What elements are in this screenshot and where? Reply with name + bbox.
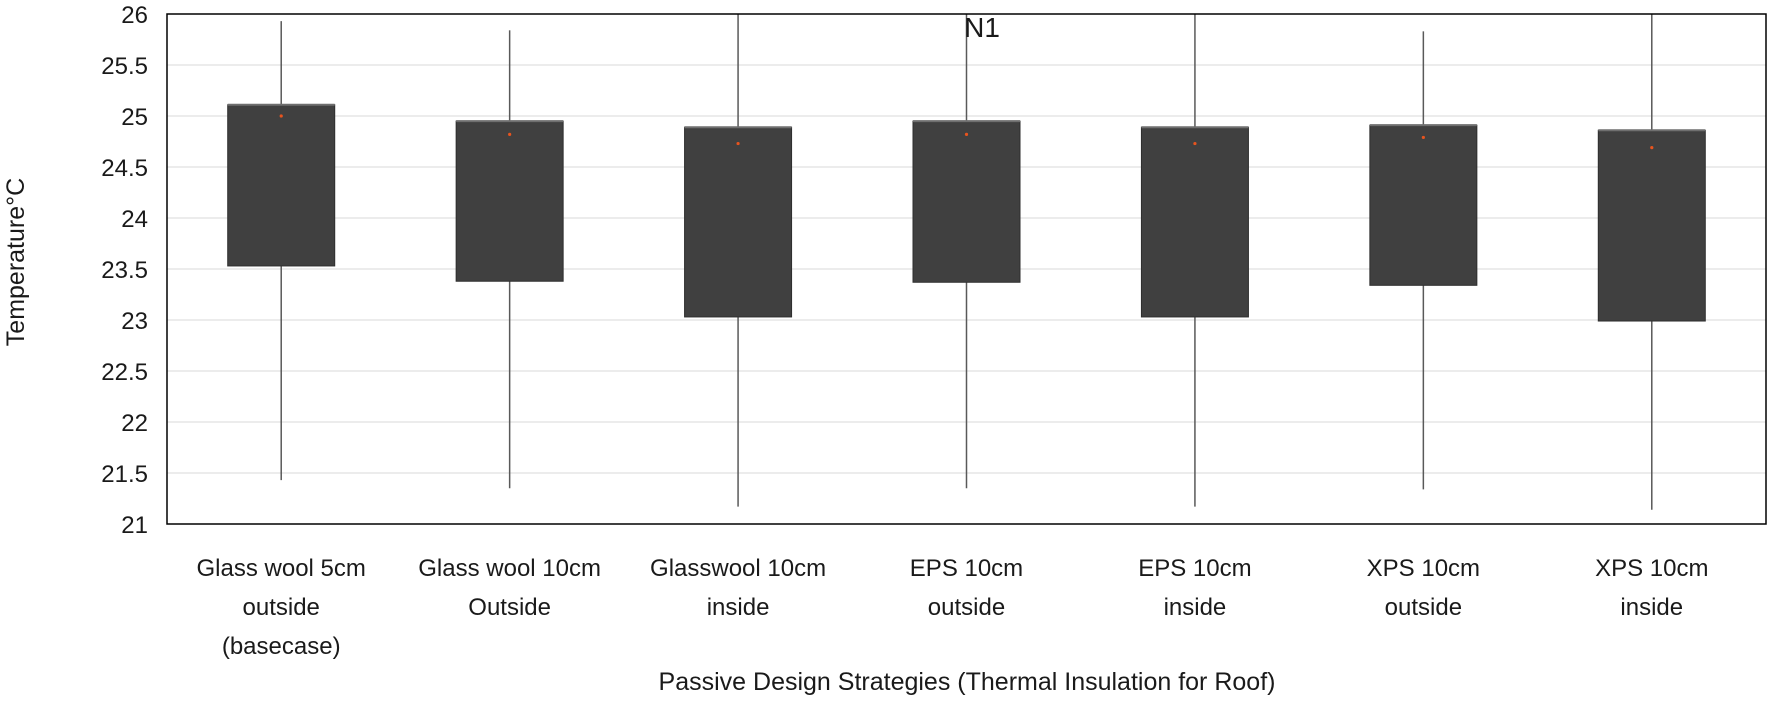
- box: [684, 126, 793, 318]
- x-category-label-line: outside: [928, 594, 1005, 621]
- mean-marker: [508, 132, 512, 136]
- x-category-label: XPS 10cm outside: [1367, 555, 1480, 621]
- mean-marker: [1421, 135, 1425, 140]
- x-category-label-line: Outside: [468, 594, 551, 621]
- y-tick-label: 21.5: [101, 461, 148, 488]
- y-tick-label: 22.5: [101, 359, 148, 386]
- y-tick-label: 25.5: [101, 53, 148, 80]
- x-category-label-line: Glasswool 10cm: [650, 555, 826, 582]
- x-category-label-line: inside: [707, 594, 770, 621]
- x-category-label: XPS 10cm inside: [1595, 555, 1708, 621]
- chart-title: N1: [964, 12, 1000, 43]
- y-tick-label: 21: [121, 512, 148, 539]
- x-category-label: Glass wool 10cm Outside: [418, 555, 601, 621]
- x-category-label-line: inside: [1164, 594, 1227, 621]
- y-tick-label: 24: [121, 206, 148, 233]
- x-axis-title: Passive Design Strategies (Thermal Insul…: [659, 668, 1276, 696]
- box-series: [227, 14, 1706, 510]
- x-category-label-line: EPS 10cm: [910, 555, 1023, 582]
- x-category-label: EPS 10cm inside: [1138, 555, 1251, 621]
- x-category-label-line: outside: [1385, 594, 1462, 621]
- x-category-label-line: XPS 10cm: [1367, 555, 1480, 582]
- x-category-label-line: outside: [243, 594, 320, 621]
- y-axis-title: Temperature°C: [2, 178, 30, 346]
- y-tick-label: 23: [121, 308, 148, 335]
- box: [455, 120, 564, 282]
- x-category-label-line: Glass wool 5cm: [197, 555, 366, 582]
- y-tick-label: 23.5: [101, 257, 148, 284]
- x-category-label: EPS 10cm outside: [910, 555, 1023, 621]
- mean-marker: [736, 141, 740, 146]
- x-category-label: Glass wool 5cm outside (basecase): [197, 555, 366, 660]
- plot-frame: [166, 13, 1767, 525]
- mean-marker: [964, 132, 969, 136]
- x-category-label: Glasswool 10cm inside: [650, 555, 826, 621]
- box: [1597, 129, 1706, 322]
- mean-marker: [1193, 141, 1197, 146]
- box: [227, 104, 336, 267]
- y-tick-label: 25: [121, 104, 148, 131]
- mean-marker: [1650, 146, 1654, 150]
- x-category-label-line: Glass wool 10cm: [418, 555, 601, 582]
- y-tick-label: 26: [121, 2, 148, 29]
- box: [1369, 124, 1478, 286]
- mean-marker: [279, 114, 283, 118]
- x-category-label-line: (basecase): [222, 633, 341, 660]
- x-category-label-line: XPS 10cm: [1595, 555, 1708, 582]
- box: [912, 120, 1021, 283]
- y-tick-label: 22: [121, 410, 148, 437]
- box: [1140, 126, 1249, 318]
- axes: [166, 13, 1767, 525]
- labels: 21 21.5 22 22.5 23 23.5 24 24.5 25 25.5 26 Glass wo…: [101, 2, 1708, 660]
- y-tick-label: 24.5: [101, 155, 148, 182]
- x-category-label-line: inside: [1620, 594, 1683, 621]
- x-category-label-line: EPS 10cm: [1138, 555, 1251, 582]
